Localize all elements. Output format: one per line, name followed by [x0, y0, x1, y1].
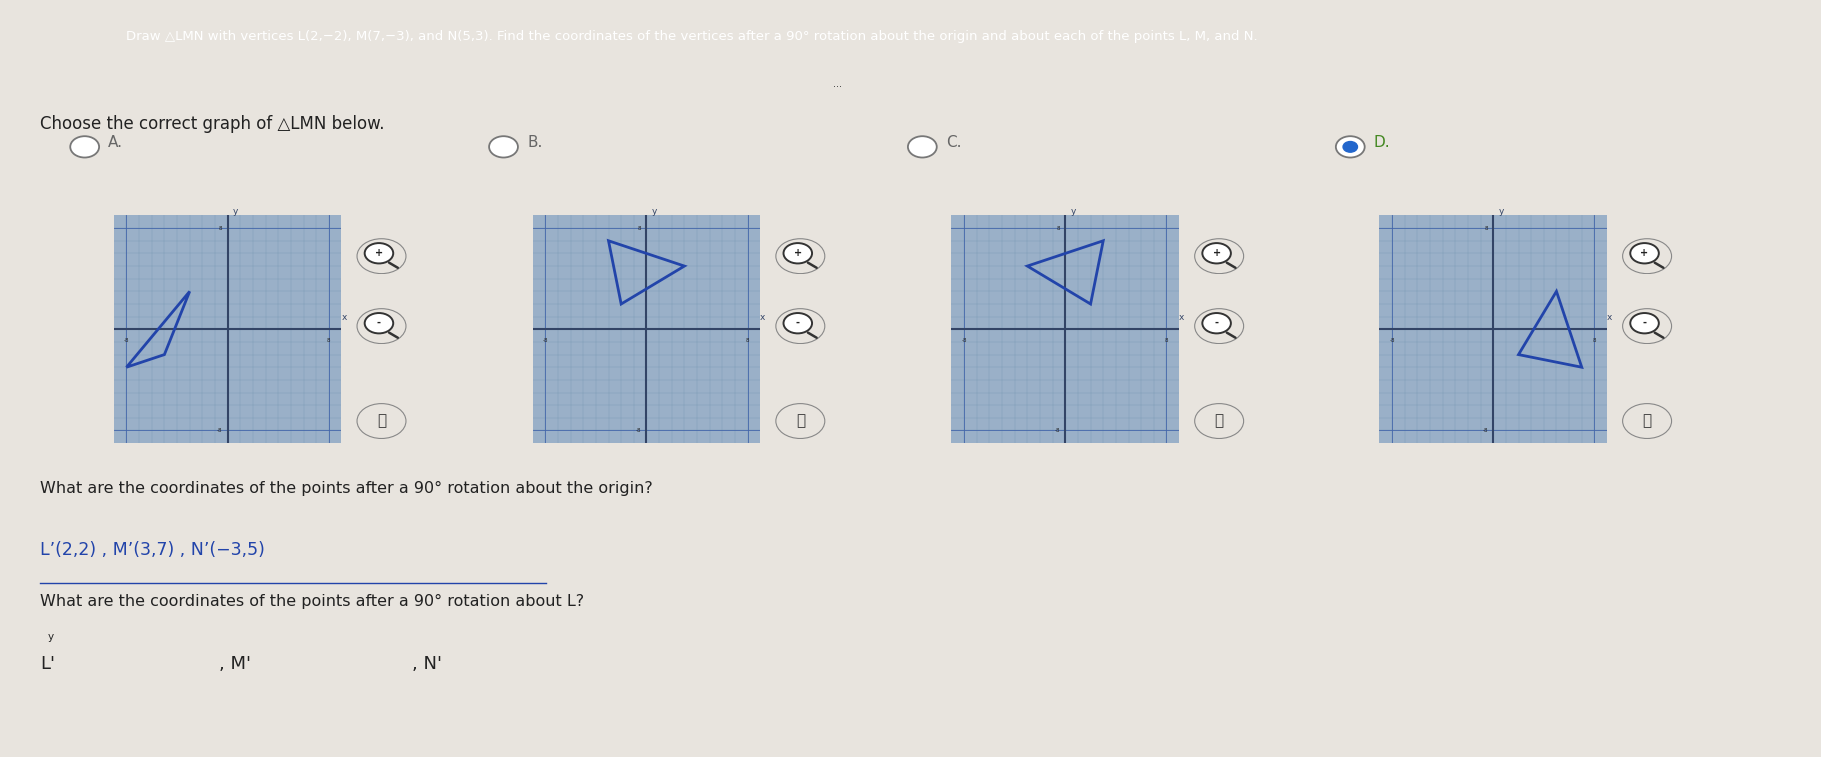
Circle shape [1344, 142, 1357, 152]
Text: ⧉: ⧉ [377, 413, 386, 428]
Text: B.: B. [528, 135, 543, 150]
Text: Choose the correct graph of △LMN below.: Choose the correct graph of △LMN below. [40, 115, 384, 133]
Text: L': L' [40, 655, 55, 673]
Text: L’(2,2) , M’(3,7) , N’(−3,5): L’(2,2) , M’(3,7) , N’(−3,5) [40, 541, 264, 559]
Text: -8: -8 [1482, 428, 1488, 433]
Text: -8: -8 [636, 428, 641, 433]
Circle shape [490, 136, 517, 157]
Circle shape [776, 403, 825, 438]
Text: ⧉: ⧉ [1643, 413, 1652, 428]
Circle shape [357, 309, 406, 344]
Text: , M': , M' [219, 655, 251, 673]
Circle shape [1623, 238, 1672, 273]
Text: +: + [1641, 248, 1648, 258]
Circle shape [776, 238, 825, 273]
Text: y: y [233, 207, 239, 217]
Circle shape [1202, 313, 1231, 333]
Circle shape [1630, 243, 1659, 263]
Circle shape [1630, 313, 1659, 333]
Text: -: - [377, 318, 381, 329]
Text: 8: 8 [1484, 226, 1488, 231]
Circle shape [1195, 309, 1244, 344]
Text: What are the coordinates of the points after a 90° rotation about L?: What are the coordinates of the points a… [40, 594, 585, 609]
Text: -: - [1215, 318, 1218, 329]
Circle shape [1337, 136, 1364, 157]
Text: x: x [1178, 313, 1184, 322]
Circle shape [1623, 403, 1672, 438]
Text: y: y [47, 632, 53, 642]
Text: 8: 8 [1593, 338, 1597, 343]
Text: What are the coordinates of the points after a 90° rotation about the origin?: What are the coordinates of the points a… [40, 481, 652, 496]
Circle shape [776, 309, 825, 344]
Text: 8: 8 [1165, 338, 1169, 343]
Text: Draw △LMN with vertices L(2,−2), M(7,−3), and N(5,3). Find the coordinates of th: Draw △LMN with vertices L(2,−2), M(7,−3)… [126, 30, 1258, 43]
Text: ⧉: ⧉ [1215, 413, 1224, 428]
Text: -: - [796, 318, 799, 329]
Circle shape [1202, 243, 1231, 263]
Text: 8: 8 [219, 226, 222, 231]
Text: -8: -8 [124, 338, 129, 343]
Circle shape [364, 243, 393, 263]
Text: 8: 8 [637, 226, 641, 231]
Circle shape [1195, 238, 1244, 273]
Text: , N': , N' [412, 655, 441, 673]
Text: x: x [1606, 313, 1612, 322]
Text: +: + [375, 248, 382, 258]
Text: y: y [1499, 207, 1504, 217]
Circle shape [71, 136, 98, 157]
Circle shape [357, 403, 406, 438]
Text: -: - [1643, 318, 1646, 329]
Text: x: x [341, 313, 346, 322]
Text: +: + [794, 248, 801, 258]
Circle shape [783, 243, 812, 263]
Circle shape [783, 313, 812, 333]
Text: ...: ... [834, 79, 841, 89]
Text: -8: -8 [1054, 428, 1060, 433]
Text: y: y [1071, 207, 1076, 217]
Text: ⧉: ⧉ [796, 413, 805, 428]
Text: x: x [759, 313, 765, 322]
Circle shape [357, 238, 406, 273]
Text: -8: -8 [543, 338, 548, 343]
Text: D.: D. [1373, 135, 1391, 150]
Text: 8: 8 [328, 338, 331, 343]
Text: C.: C. [947, 135, 961, 150]
Text: 8: 8 [747, 338, 750, 343]
Circle shape [909, 136, 936, 157]
Circle shape [1195, 403, 1244, 438]
Text: -8: -8 [961, 338, 967, 343]
Text: -8: -8 [1389, 338, 1395, 343]
Circle shape [364, 313, 393, 333]
Text: +: + [1213, 248, 1220, 258]
Text: y: y [652, 207, 657, 217]
Text: 8: 8 [1056, 226, 1060, 231]
Text: A.: A. [109, 135, 124, 150]
Text: -8: -8 [217, 428, 222, 433]
Circle shape [1623, 309, 1672, 344]
